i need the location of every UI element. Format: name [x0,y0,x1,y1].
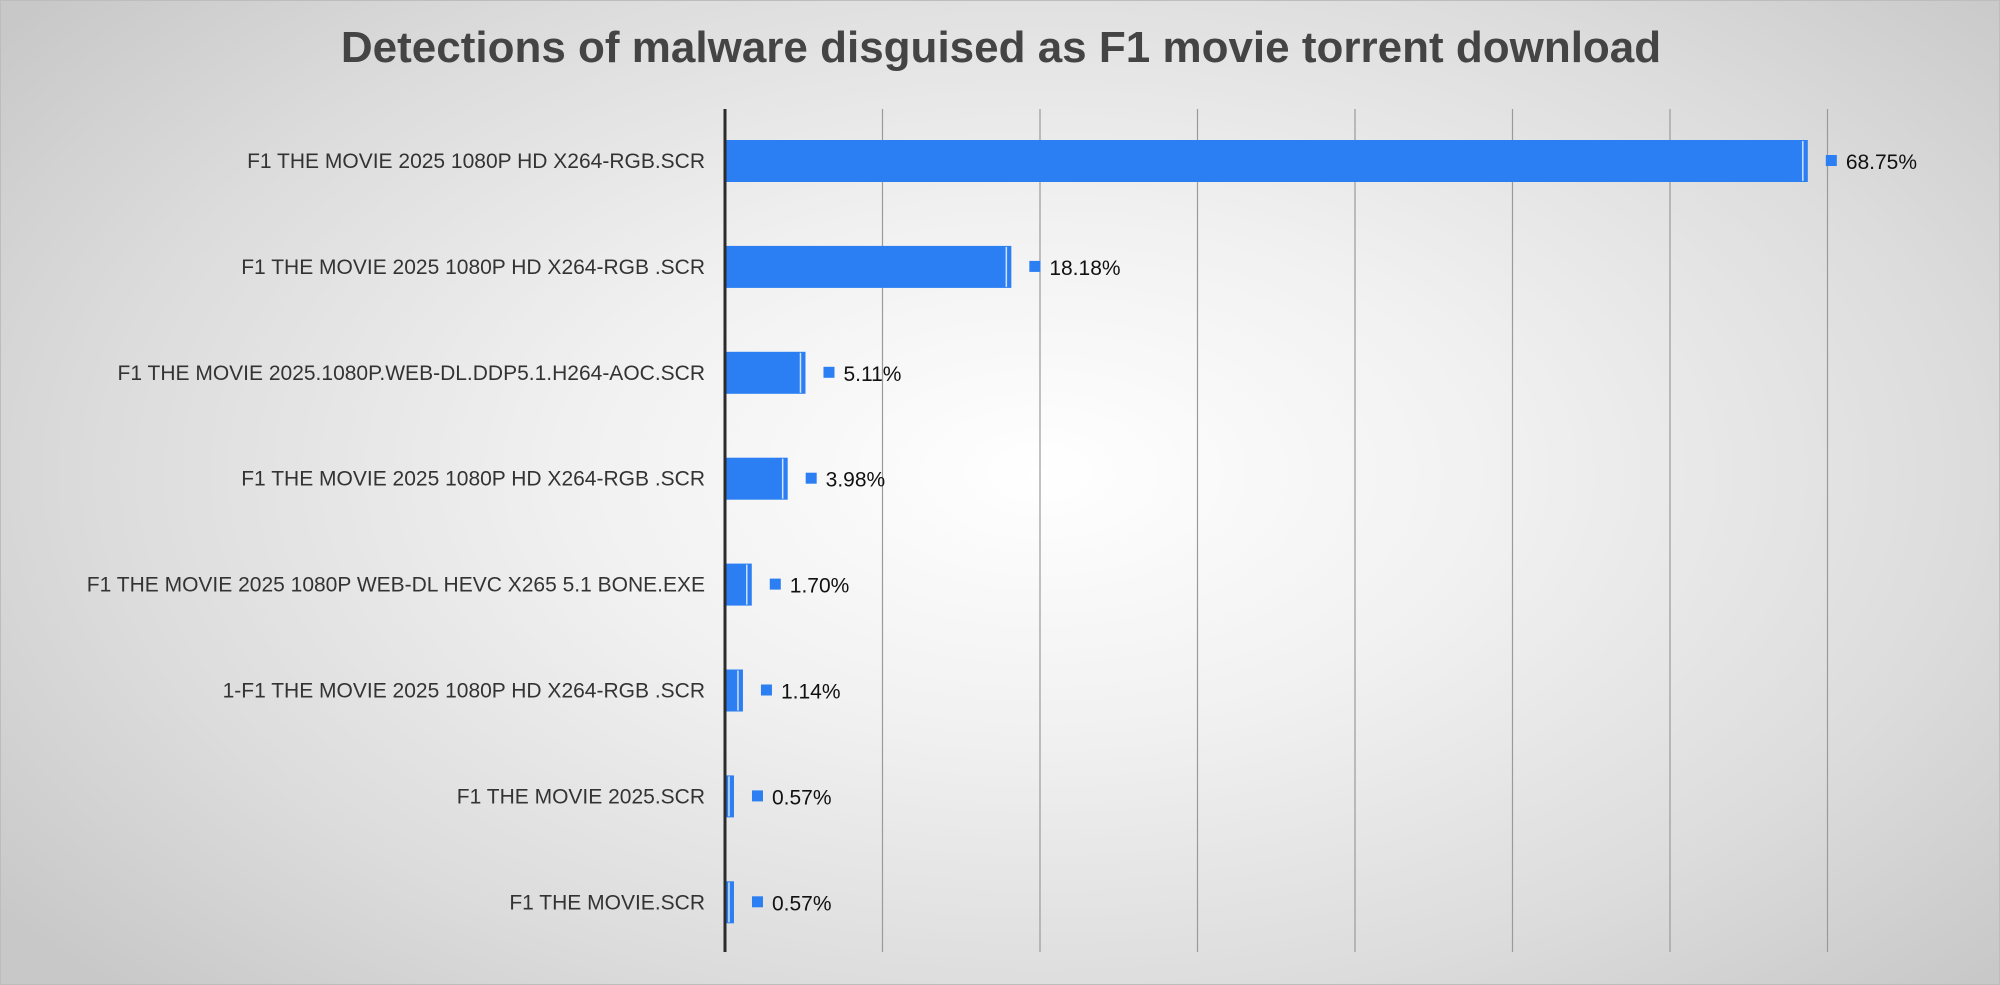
data-label-key [1825,155,1837,166]
data-label-key [760,684,772,696]
data-label: 1.14% [781,681,841,704]
bar [725,669,743,712]
bar [725,351,806,394]
bar [725,245,1012,288]
category-label: F1 THE MOVIE 2025 1080P HD X264-RGB .SCR [241,468,705,491]
data-label: 0.57% [772,786,832,809]
data-label-key [769,578,781,590]
bar [725,140,1808,182]
category-label: F1 THE MOVIE 2025 1080P HD X264-RGB .SCR [241,256,705,279]
category-label: F1 THE MOVIE 2025 1080P HD X264-RGB.SCR [247,150,705,173]
data-label: 68.75% [1846,151,1917,174]
data-label: 3.98% [826,469,886,492]
category-label: F1 THE MOVIE 2025 1080P WEB-DL HEVC X265… [87,574,705,597]
bar [725,563,752,606]
data-label: 0.57% [772,892,832,915]
data-label-key [1029,260,1041,272]
data-label: 18.18% [1049,257,1120,280]
gridlines [881,109,1829,952]
category-label: F1 THE MOVIE 2025.SCR [457,785,705,808]
data-label: 1.70% [790,575,850,598]
data-label-key [751,790,763,802]
bars [725,140,1808,924]
bar [725,457,788,500]
data-label: 5.11% [843,363,901,386]
data-label-key [751,896,763,908]
category-label: 1-F1 THE MOVIE 2025 1080P HD X264-RGB .S… [223,680,705,703]
category-label: F1 THE MOVIE 2025.1080P.WEB-DL.DDP5.1.H2… [118,362,705,385]
category-labels: F1 THE MOVIE 2025 1080P HD X264-RGB.SCR F… [87,150,705,914]
data-label-key [823,366,835,378]
category-label: F1 THE MOVIE.SCR [509,891,705,914]
chart-title: Detections of malware disguised as F1 mo… [340,23,1662,72]
data-label-key [805,472,817,484]
data-labels: 68.75% 18.18% 5.11% 3.98% 1.70% 1.14% 0.57% 0.5… [751,151,1917,915]
